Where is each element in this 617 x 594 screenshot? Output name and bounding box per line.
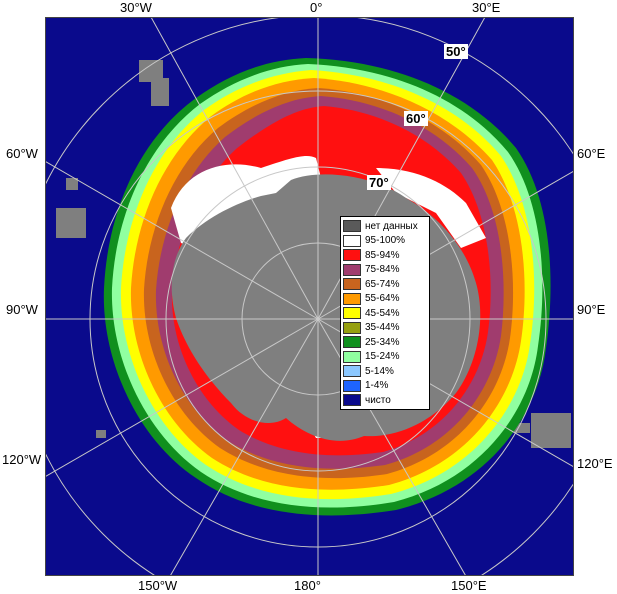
legend-swatch: [343, 321, 361, 334]
lon-label-60w: 60°W: [6, 146, 38, 161]
lon-label-120e: 120°E: [577, 456, 613, 471]
lon-label-0-top: 0°: [310, 0, 323, 15]
lon-label-90w: 90°W: [6, 302, 38, 317]
map-legend: нет данных 95-100% 85-94% 75-84% 65-74% 55-64…: [340, 216, 430, 410]
legend-swatch: [343, 234, 361, 247]
legend-item: 1-4%: [343, 379, 427, 394]
legend-swatch: [343, 263, 361, 276]
legend-swatch: [343, 365, 361, 378]
legend-item: 95-100%: [343, 234, 427, 249]
legend-swatch: [343, 278, 361, 291]
sea-ice-map: [46, 18, 573, 575]
legend-label: 45-54%: [365, 307, 400, 319]
lon-label-180: 180°: [294, 578, 321, 593]
legend-item: 25-34%: [343, 335, 427, 350]
lon-label-120w: 120°W: [2, 452, 42, 467]
legend-item: 55-64%: [343, 292, 427, 307]
legend-swatch: [343, 220, 361, 233]
island-specks: [56, 60, 571, 448]
legend-label: 1-4%: [365, 380, 389, 392]
legend-swatch: [343, 336, 361, 349]
lat-label-60: 60°: [404, 111, 428, 126]
legend-label: 85-94%: [365, 249, 400, 261]
legend-item: 45-54%: [343, 306, 427, 321]
legend-item: 15-24%: [343, 350, 427, 365]
lon-label-150e: 150°E: [451, 578, 487, 593]
legend-swatch: [343, 350, 361, 363]
legend-label: нет данных: [365, 220, 418, 232]
legend-label: 75-84%: [365, 264, 400, 276]
legend-label: 15-24%: [365, 351, 400, 363]
legend-swatch: [343, 394, 361, 407]
lon-label-90e: 90°E: [577, 302, 606, 317]
legend-item: чисто: [343, 393, 427, 408]
legend-item: 85-94%: [343, 248, 427, 263]
legend-label: 55-64%: [365, 293, 400, 305]
legend-item: нет данных: [343, 219, 427, 234]
legend-label: 95-100%: [365, 235, 406, 247]
legend-swatch: [343, 379, 361, 392]
legend-label: 5-14%: [365, 365, 394, 377]
map-frame: [45, 17, 574, 576]
legend-label: 35-44%: [365, 322, 400, 334]
legend-item: 5-14%: [343, 364, 427, 379]
legend-item: 75-84%: [343, 263, 427, 278]
legend-swatch: [343, 292, 361, 305]
lat-label-50: 50°: [444, 44, 468, 59]
legend-label: чисто: [365, 394, 391, 406]
lon-label-150w: 150°W: [138, 578, 178, 593]
lon-label-30w-top: 30°W: [120, 0, 152, 15]
lon-label-60e: 60°E: [577, 146, 606, 161]
legend-item: 65-74%: [343, 277, 427, 292]
lon-label-30e-top: 30°E: [472, 0, 501, 15]
band-white-east: [376, 168, 486, 248]
legend-label: 25-34%: [365, 336, 400, 348]
legend-label: 65-74%: [365, 278, 400, 290]
legend-swatch: [343, 307, 361, 320]
legend-swatch: [343, 249, 361, 262]
lat-label-70: 70°: [367, 175, 391, 190]
legend-item: 35-44%: [343, 321, 427, 336]
